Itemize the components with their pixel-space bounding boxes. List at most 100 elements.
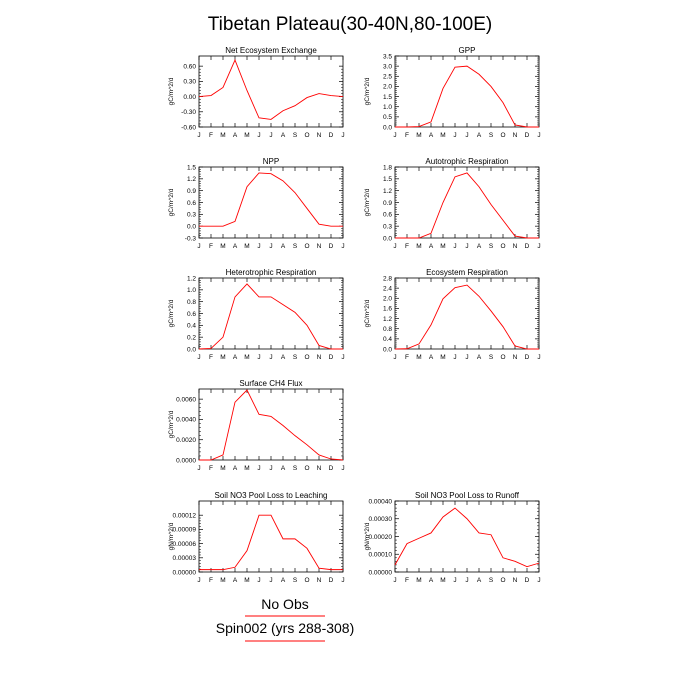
y-tick-label: -0.60 [181, 124, 196, 131]
y-axis-label: gC/m^2/d [364, 77, 371, 105]
x-tick-label: A [233, 577, 238, 584]
x-tick-label: F [209, 465, 213, 472]
y-axis-label: gC/m^2/d [364, 188, 371, 216]
panel-title: Net Ecosystem Exchange [225, 46, 317, 55]
x-tick-label: A [477, 132, 482, 139]
y-tick-label: 0.00012 [173, 513, 197, 520]
x-tick-label: J [465, 243, 468, 250]
x-tick-label: S [293, 243, 298, 250]
panel-3: NPP-0.30.00.30.60.91.21.5gC/m^2/dJ F M A M J J… [168, 157, 345, 250]
y-tick-label: 0.8 [187, 299, 196, 306]
x-tick-label: A [233, 354, 238, 361]
x-tick-label: J [453, 354, 456, 361]
y-axis-label: gC/m^2/d [168, 410, 175, 438]
panel-4: Autotrophic Respiration 0.0 0.3 0.6 0.9 1.2 1.… [364, 157, 541, 250]
legend-model-label: Spin002 (yrs 288-308) [216, 620, 355, 636]
x-tick-label: M [440, 243, 445, 250]
x-tick-label: N [317, 465, 322, 472]
y-tick-label: 1.5 [383, 176, 392, 183]
plot-frame [198, 388, 344, 461]
plot-frame [394, 500, 540, 573]
y-tick-label: 3.0 [383, 63, 392, 70]
y-axis-label: gC/m^2/d [168, 299, 175, 327]
y-tick-label: 0.00010 [369, 552, 393, 559]
panel-title: Autotrophic Respiration [425, 157, 508, 166]
x-tick-label: A [281, 243, 286, 250]
x-tick-label: N [513, 354, 518, 361]
x-tick-label: J [393, 577, 396, 584]
x-tick-label: A [429, 243, 434, 250]
series-line [199, 172, 343, 227]
y-tick-label: 1.5 [383, 94, 392, 101]
x-tick-label: J [257, 465, 260, 472]
x-tick-label: A [477, 243, 482, 250]
y-tick-label: 0.9 [187, 188, 196, 195]
y-tick-label: 0.0060 [176, 396, 196, 403]
x-tick-label: F [405, 577, 409, 584]
x-tick-label: J [453, 577, 456, 584]
x-tick-label: M [440, 132, 445, 139]
x-tick-label: J [537, 354, 540, 361]
series-line [198, 283, 343, 350]
panel-title: Ecosystem Respiration [426, 268, 508, 277]
y-tick-label: 1.5 [187, 164, 196, 171]
x-tick-label: A [281, 354, 286, 361]
x-tick-label: S [293, 354, 298, 361]
x-tick-label: J [393, 354, 396, 361]
plot-frame [198, 55, 344, 128]
plot-frame [198, 500, 344, 573]
panel-title: GPP [459, 46, 476, 55]
x-tick-label: J [465, 354, 468, 361]
series-line [394, 284, 539, 350]
x-tick-label: D [525, 132, 530, 139]
x-tick-label: J [269, 465, 272, 472]
x-tick-label: F [405, 243, 409, 250]
series-line [199, 389, 344, 461]
panel-10: Soil NO3 Pool Loss to Runoff 0.00000 0.000… [364, 491, 541, 584]
x-tick-label: A [429, 354, 434, 361]
y-tick-label: 0.0040 [176, 417, 196, 424]
x-tick-label: M [220, 132, 225, 139]
panel-title: NPP [263, 157, 279, 166]
x-tick-label: M [416, 354, 421, 361]
x-tick-label: N [317, 577, 322, 584]
y-tick-label: 0.8 [383, 326, 392, 333]
series-line [395, 172, 539, 239]
x-tick-label: J [393, 243, 396, 250]
x-tick-label: M [244, 354, 249, 361]
x-tick-label: N [513, 577, 518, 584]
y-tick-label: 0.00 [183, 94, 196, 101]
x-tick-label: J [197, 243, 200, 250]
y-tick-label: -0.3 [185, 235, 197, 242]
x-tick-label: J [453, 132, 456, 139]
y-axis-label: gC/m^2/d [168, 188, 175, 216]
x-tick-label: A [281, 577, 286, 584]
x-tick-label: O [500, 354, 505, 361]
y-tick-label: 0.00030 [369, 516, 393, 523]
x-tick-label: M [416, 577, 421, 584]
x-tick-label: J [197, 577, 200, 584]
panel-6: Ecosystem Respiration 0.0 0.4 0.8 1.2 1.6 2.0 2… [364, 268, 541, 361]
x-tick-label: J [269, 354, 272, 361]
y-tick-label: 0.3 [383, 223, 392, 230]
y-tick-label: 0.0020 [176, 437, 196, 444]
x-tick-label: M [416, 243, 421, 250]
y-tick-label: 0.9 [383, 200, 392, 207]
y-tick-label: 0.0 [383, 124, 392, 131]
y-tick-label: 2.8 [383, 275, 392, 282]
y-tick-label: 1.6 [383, 306, 392, 313]
y-tick-label: -0.30 [181, 109, 196, 116]
x-tick-label: J [197, 132, 200, 139]
x-tick-label: A [233, 243, 238, 250]
panel-7: Surface CH4 Flux 0.0000 0.0020 0.0040 0.0060… [168, 379, 345, 472]
x-tick-label: J [257, 354, 260, 361]
y-tick-label: 0.00000 [173, 569, 197, 576]
plot-frame [394, 166, 540, 239]
x-tick-label: O [304, 465, 309, 472]
x-tick-label: N [513, 132, 518, 139]
y-tick-label: 0.6 [187, 311, 196, 318]
x-tick-label: M [220, 577, 225, 584]
x-tick-label: F [209, 354, 213, 361]
x-tick-label: D [329, 132, 334, 139]
x-tick-label: M [244, 577, 249, 584]
